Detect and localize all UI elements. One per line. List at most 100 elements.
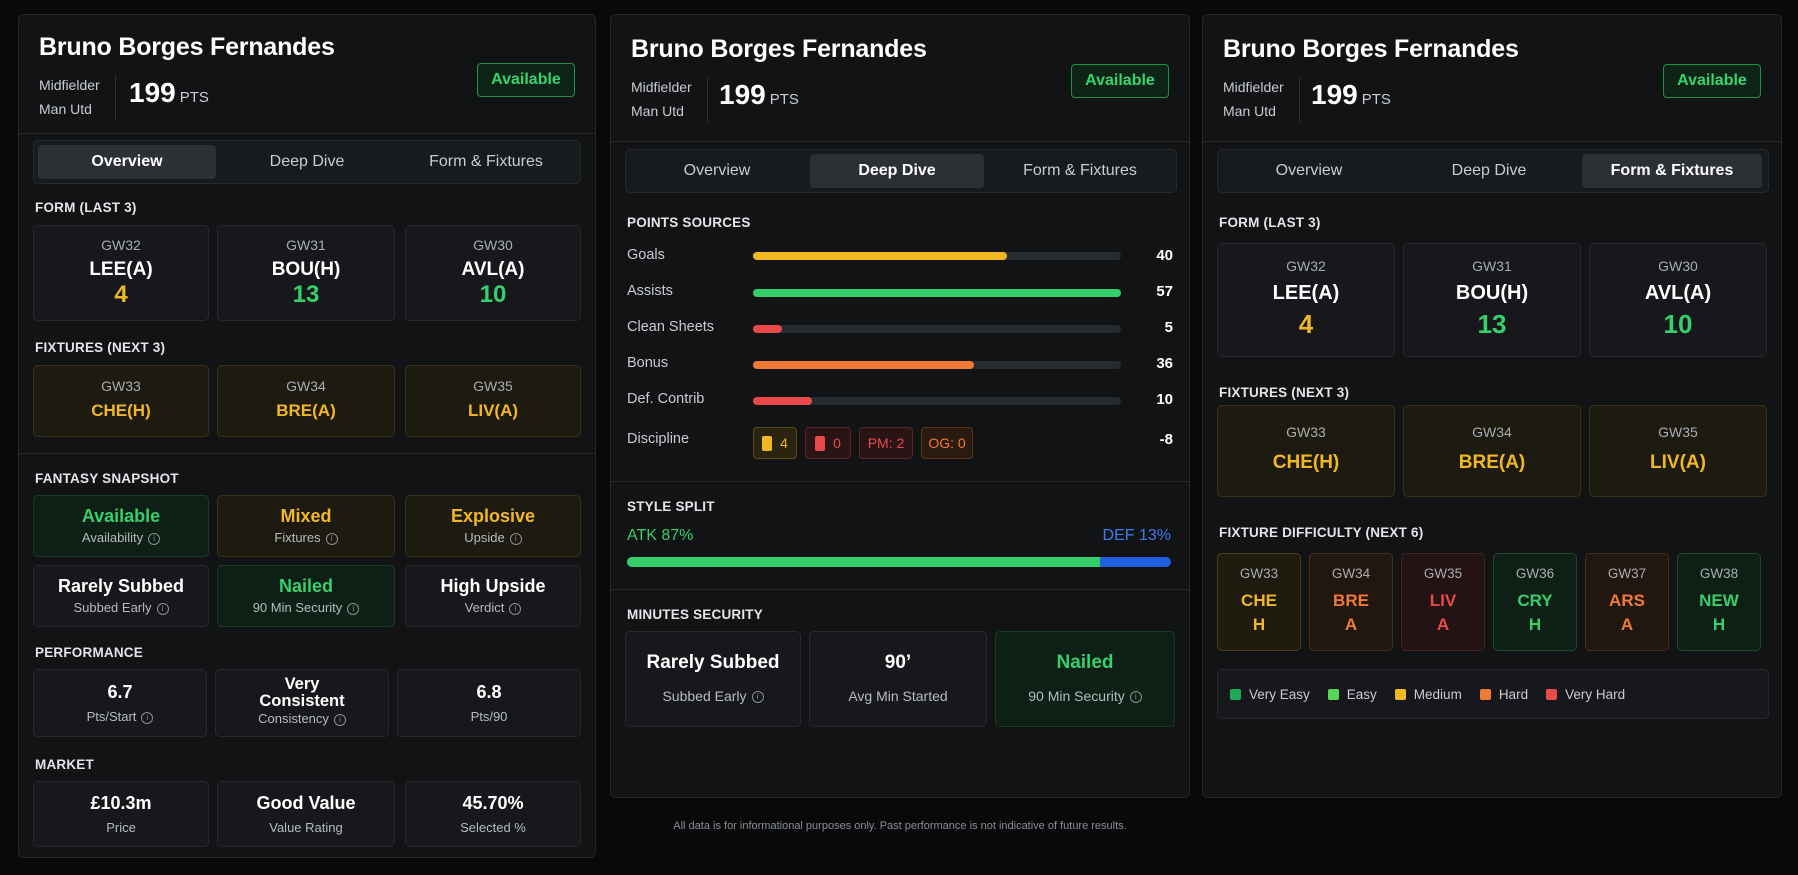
player-name: Bruno Borges Fernandes (39, 33, 335, 61)
difficulty-team: BRE A (1333, 591, 1369, 634)
legend-swatch (1479, 688, 1491, 700)
minutes-card: 90’ Avg Min Started (809, 631, 987, 727)
form-opponent: LEE(A) (1272, 282, 1340, 304)
info-icon[interactable]: i (156, 602, 169, 615)
performance-label: Consistency (258, 711, 329, 726)
market-card: £10.3m Price (33, 781, 209, 847)
player-position: Midfielder (39, 77, 100, 93)
tab-form-fixtures[interactable]: Form & Fixtures (1023, 162, 1137, 179)
difficulty-team: NEW H (1699, 591, 1739, 634)
player-name: Bruno Borges Fernandes (631, 35, 927, 63)
tab-overview[interactable]: Overview (683, 162, 751, 179)
snapshot-value: Mixed (280, 506, 332, 526)
tab-overview[interactable]: Overview (38, 145, 216, 179)
info-icon[interactable]: i (141, 711, 154, 724)
info-icon[interactable]: i (148, 532, 161, 545)
legend-swatch (1327, 688, 1339, 700)
form-card: GW31 BOU(H) 13 (217, 225, 395, 321)
info-icon[interactable]: i (509, 532, 522, 545)
minutes-label: Avg Min Started (848, 688, 948, 704)
info-icon[interactable]: i (325, 532, 338, 545)
player-meta: Midfielder Man Utd (1223, 75, 1284, 123)
points-source-value: 5 (1164, 319, 1173, 336)
header-divider (19, 133, 595, 134)
difficulty-team: CHE H (1241, 591, 1277, 634)
tab-deep-dive[interactable]: Deep Dive (269, 153, 345, 170)
section-title-form: FORM (LAST 3) (1219, 215, 1321, 230)
section-title-market: MARKET (35, 757, 94, 772)
form-card: GW30 AVL(A) 10 (1589, 243, 1767, 357)
points-source-bar (753, 361, 1121, 369)
info-icon[interactable]: i (509, 602, 522, 615)
points-source-value: 36 (1156, 355, 1173, 372)
section-divider (611, 481, 1189, 482)
section-title-form: FORM (LAST 3) (35, 200, 137, 215)
legend-item: Very Hard (1546, 687, 1625, 702)
performance-label: Pts/Start (86, 709, 137, 724)
legend-item: Medium (1394, 687, 1462, 702)
minutes-card: Rarely Subbed Subbed Early i (625, 631, 801, 727)
section-title-performance: PERFORMANCE (35, 645, 143, 660)
snapshot-label: Verdict (464, 600, 505, 615)
form-card: GW32 LEE(A) 4 (33, 225, 209, 321)
legend-item: Very Easy (1230, 687, 1310, 702)
form-points: 13 (292, 281, 320, 308)
market-label: Price (106, 820, 136, 835)
player-team: Man Utd (1223, 103, 1276, 119)
fixture-gw: GW33 (101, 378, 141, 394)
own-goal-chip: OG: 0 (921, 427, 973, 459)
minutes-card: Nailed 90 Min Security i (995, 631, 1175, 727)
form-points: 10 (479, 281, 507, 308)
points-source-label: Clean Sheets (627, 319, 715, 335)
form-points: 4 (1298, 309, 1314, 339)
section-title-snapshot: FANTASY SNAPSHOT (35, 471, 179, 486)
market-card: Good Value Value Rating (217, 781, 395, 847)
fixture-gw: GW34 (286, 378, 326, 394)
tab-deep-dive[interactable]: Deep Dive (810, 154, 984, 188)
points-source-bar (753, 397, 1121, 405)
fixture-opponent: CHE(H) (91, 401, 151, 420)
difficulty-gw: GW38 (1699, 566, 1739, 581)
tab-overview[interactable]: Overview (1275, 162, 1343, 179)
section-title-fixture-difficulty: FIXTURE DIFFICULTY (NEXT 6) (1219, 525, 1424, 540)
form-card: GW31 BOU(H) 13 (1403, 243, 1581, 357)
snapshot-value: Available (81, 506, 161, 526)
difficulty-legend: Very Easy Easy Medium Hard Very Hard (1217, 669, 1769, 719)
form-fixtures-panel: Bruno Borges Fernandes Midfielder Man Ut… (1202, 14, 1782, 798)
section-title-points-sources: POINTS SOURCES (627, 215, 751, 230)
points-source-value: 10 (1156, 391, 1173, 408)
section-divider (19, 453, 595, 454)
fixture-gw: GW35 (1658, 424, 1698, 440)
fixture-gw: GW34 (1472, 424, 1512, 440)
header-divider (1203, 141, 1781, 142)
difficulty-team: CRY H (1517, 591, 1553, 634)
snapshot-label: 90 Min Security (252, 600, 343, 615)
difficulty-team: LIV A (1429, 591, 1457, 634)
difficulty-gw: GW36 (1515, 566, 1555, 581)
points-source-label: Goals (627, 247, 665, 263)
market-label: Selected % (460, 820, 526, 835)
form-opponent: AVL(A) (461, 259, 525, 280)
snapshot-card: Mixed Fixtures i (217, 495, 395, 557)
tab-form-fixtures[interactable]: Form & Fixtures (1582, 154, 1762, 188)
fixture-opponent: BRE(A) (1458, 452, 1526, 473)
performance-value: 6.7 (107, 682, 133, 702)
legend-swatch (1394, 688, 1406, 700)
minutes-value: 90’ (884, 652, 912, 673)
points-source-bar (753, 325, 1121, 333)
legend-swatch (1230, 688, 1241, 700)
info-icon[interactable]: i (347, 602, 360, 615)
player-meta: Midfielder Man Utd (631, 75, 692, 123)
info-icon[interactable]: i (333, 713, 346, 726)
info-icon[interactable]: i (751, 691, 764, 704)
points-source-label: Def. Contrib (627, 391, 705, 407)
tab-bar: Overview Deep Dive Form & Fixtures (1217, 149, 1769, 193)
tab-form-fixtures[interactable]: Form & Fixtures (429, 153, 543, 170)
difficulty-card: GW38 NEW H (1677, 553, 1761, 651)
yellow-card-icon (762, 435, 773, 451)
tab-deep-dive[interactable]: Deep Dive (1451, 162, 1527, 179)
tab-bar: Overview Deep Dive Form & Fixtures (625, 149, 1177, 193)
info-icon[interactable]: i (1129, 691, 1142, 704)
difficulty-gw: GW33 (1239, 566, 1279, 581)
snapshot-label: Fixtures (274, 530, 321, 545)
